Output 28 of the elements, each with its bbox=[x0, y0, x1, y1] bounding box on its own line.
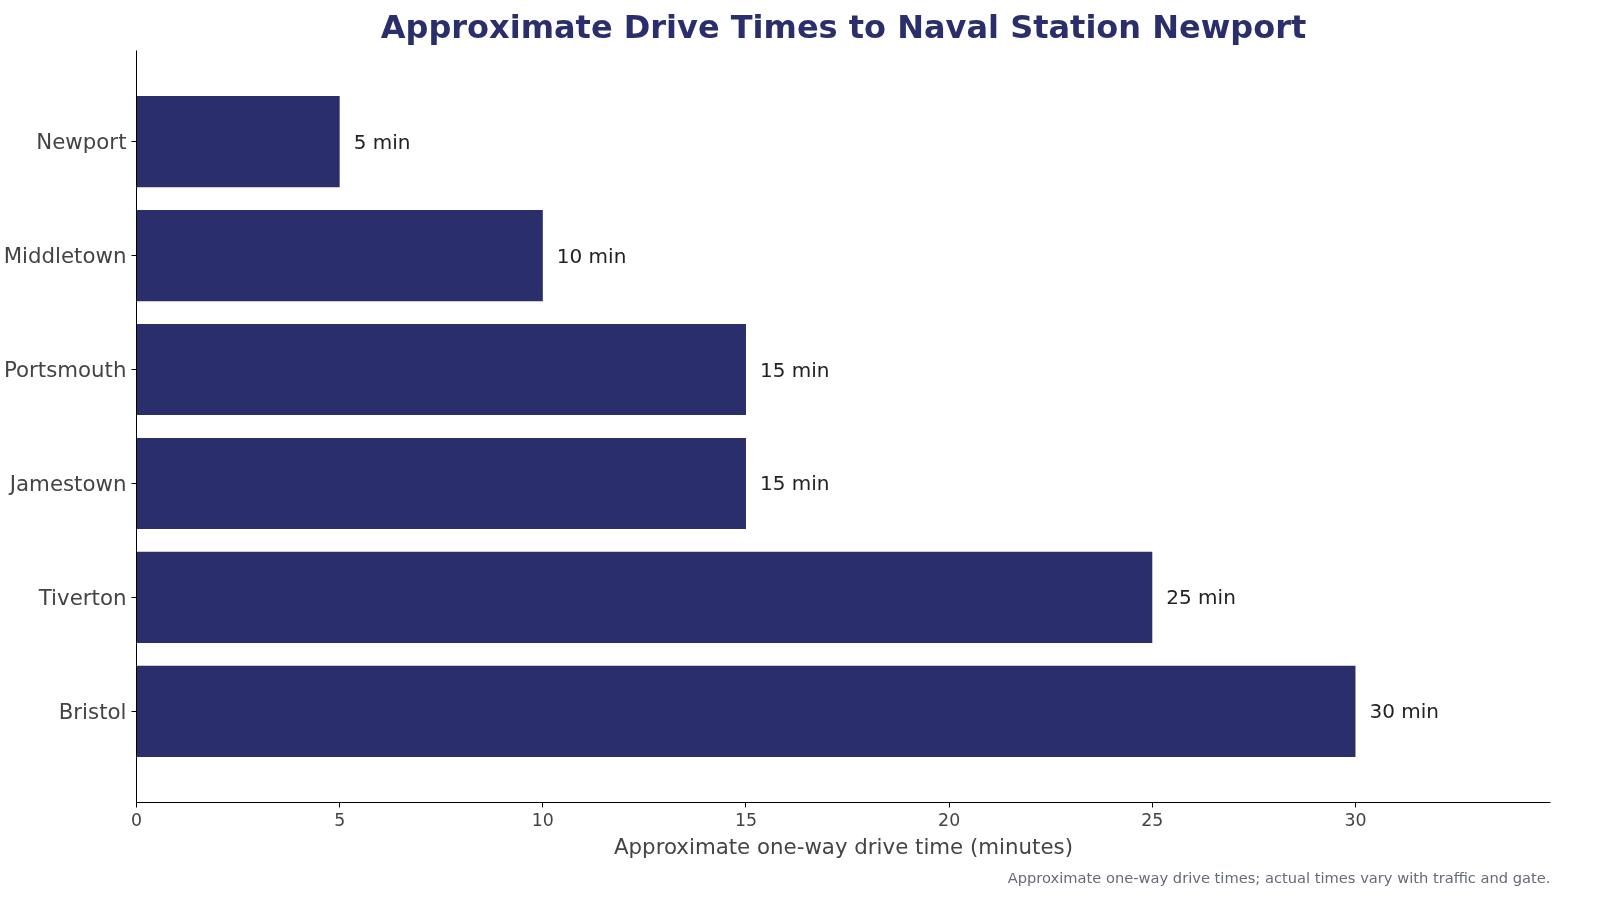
bar bbox=[136, 665, 1356, 757]
y-tick-label: Tiverton bbox=[37, 584, 127, 610]
data-label: 10 min bbox=[556, 243, 627, 268]
chart-title: Approximate Drive Times to Naval Station Newport bbox=[380, 7, 1307, 46]
x-tick-label: 5 bbox=[334, 809, 346, 830]
bar bbox=[136, 210, 543, 302]
x-tick-label: 30 bbox=[1344, 809, 1367, 830]
y-tick-label: Newport bbox=[36, 129, 127, 155]
data-label: 25 min bbox=[1166, 585, 1236, 610]
data-label: 15 min bbox=[759, 357, 830, 382]
y-tick-label: Jamestown bbox=[7, 470, 127, 496]
data-label: 5 min bbox=[353, 129, 411, 154]
y-tick-label: Middletown bbox=[3, 243, 127, 269]
y-tick-label: Bristol bbox=[58, 698, 127, 724]
x-axis-title: Approximate one-way drive time (minutes) bbox=[613, 833, 1074, 859]
x-tick-label: 15 bbox=[734, 809, 758, 830]
text: Approximate one-way drive times; actual times vary with traffic and gate. bbox=[1007, 868, 1551, 886]
bar bbox=[136, 323, 746, 416]
bar bbox=[136, 437, 746, 530]
data-label: 30 min bbox=[1369, 699, 1439, 724]
x-tick-label: 25 bbox=[1141, 809, 1164, 830]
x-tick-label: 0 bbox=[130, 809, 143, 830]
bar bbox=[136, 551, 1153, 643]
bar bbox=[136, 96, 340, 188]
x-tick-label: 10 bbox=[531, 809, 554, 830]
data-label: 15 min bbox=[759, 471, 830, 496]
y-tick-label: Portsmouth bbox=[3, 357, 127, 383]
x-tick-label: 20 bbox=[938, 809, 961, 830]
